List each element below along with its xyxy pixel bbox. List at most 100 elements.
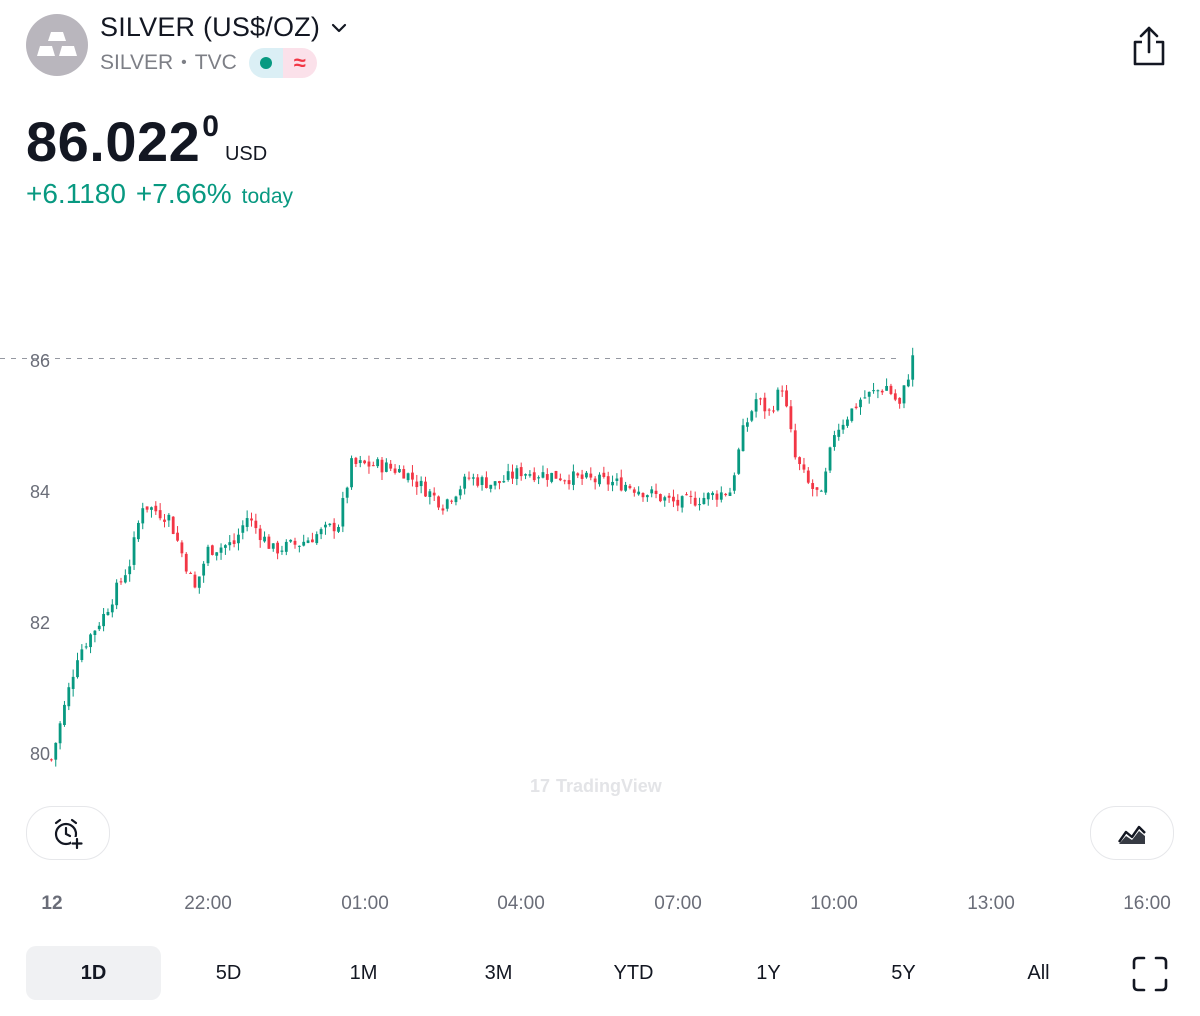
candle-body [197, 576, 201, 588]
candle-body [102, 613, 105, 627]
candle-body [467, 477, 471, 479]
candle-body [741, 425, 745, 452]
candle-body [763, 397, 767, 412]
candle-body [415, 481, 419, 488]
candle-body [158, 510, 162, 519]
candle-body [576, 473, 580, 476]
candle-body [341, 498, 345, 527]
candle-body [228, 542, 232, 546]
candle-body [680, 496, 684, 508]
symbol-selector[interactable]: SILVER (US$/OZ) [100, 12, 350, 43]
price-display: 86.022 0 USD [26, 108, 267, 176]
candle-body [167, 514, 171, 521]
range-tab-1y[interactable]: 1Y [756, 961, 781, 984]
candle-body [406, 473, 410, 481]
candle-body [854, 406, 858, 409]
time-axis-label: 22:00 [184, 893, 232, 914]
candle-body [776, 389, 780, 411]
candle-body [498, 481, 501, 484]
candle-body [863, 397, 867, 399]
candle-body [324, 524, 327, 528]
fullscreen-button[interactable] [1130, 954, 1170, 994]
candle-body [563, 480, 567, 482]
candle-body [371, 465, 375, 467]
candle-body [589, 473, 593, 478]
candle-body [106, 611, 110, 616]
candle-body [389, 463, 393, 469]
symbol-meta: SILVER • TVC ≈ [100, 48, 317, 78]
candle-body [150, 507, 153, 510]
candle-body [746, 422, 749, 427]
candle-body [367, 461, 371, 467]
candle-body [846, 419, 849, 426]
last-price: 86.022 [26, 110, 201, 173]
range-selector: 1D 5D 1M 3M YTD 1Y 5Y All [26, 946, 1106, 1000]
candle-body [602, 472, 606, 477]
price-chart[interactable]: 86 84 82 80 [0, 330, 1200, 800]
candle-body [376, 459, 380, 467]
candle-body [793, 430, 797, 458]
candle-body [719, 492, 723, 500]
candle-body [715, 493, 719, 500]
watermark-text: TradingView [556, 776, 662, 796]
candle-body [384, 462, 388, 472]
candle-body [754, 399, 758, 412]
candle-body [411, 472, 414, 480]
candle-body [123, 575, 127, 583]
candle-body [641, 492, 645, 498]
range-tab-5y[interactable]: 5Y [891, 961, 916, 984]
add-alert-button[interactable] [26, 806, 110, 860]
candle-body [850, 408, 854, 421]
candle-body [524, 474, 527, 476]
candle-body [663, 497, 667, 501]
candle-body [206, 546, 210, 564]
candle-body [676, 499, 680, 506]
candle-body [445, 499, 449, 509]
candle-body [519, 467, 523, 477]
y-axis-label: 86 [30, 351, 50, 371]
candle-body [263, 536, 266, 542]
time-axis-label: 07:00 [654, 893, 702, 914]
candle-body [432, 492, 436, 496]
range-tab-ytd[interactable]: YTD [613, 961, 654, 984]
candle-body [693, 497, 697, 506]
candle-body [902, 385, 906, 404]
candle-body [632, 489, 636, 493]
candle-body [63, 704, 66, 725]
candle-body [276, 542, 279, 554]
candle-body [615, 478, 619, 481]
candle-body [84, 646, 88, 648]
candle-body [493, 481, 497, 486]
candle-body [567, 480, 571, 485]
candle-body [297, 545, 301, 547]
candle-body [402, 469, 406, 479]
candle-body [471, 477, 475, 479]
range-tab-3m[interactable]: 3M [484, 961, 513, 984]
candle-body [706, 493, 710, 500]
candle-body [76, 660, 79, 678]
candle-body [476, 477, 480, 486]
share-button[interactable] [1128, 24, 1170, 68]
price-change: +6.1180 +7.66% today [26, 178, 293, 210]
time-axis-label: 12 [41, 893, 63, 914]
range-tab-all[interactable]: All [1027, 961, 1050, 984]
candle-body [293, 540, 297, 545]
candle-body [141, 508, 145, 524]
range-tab-1m[interactable]: 1M [349, 961, 378, 984]
candle-body [506, 471, 510, 480]
candle-body [611, 481, 614, 486]
candle-body [867, 391, 871, 397]
symbol-logo-icon [26, 14, 88, 76]
candle-body [171, 516, 175, 534]
candle-body [728, 492, 732, 496]
ticker-label: SILVER [100, 51, 174, 74]
candle-body [802, 464, 806, 470]
range-tab-1d[interactable]: 1D [26, 946, 161, 1000]
candle-body [258, 528, 262, 541]
market-status-badge[interactable]: ≈ [248, 48, 317, 78]
range-tab-5d[interactable]: 5D [215, 961, 242, 984]
candle-body [128, 566, 132, 575]
candle-body [267, 536, 271, 549]
chart-style-button[interactable] [1090, 806, 1174, 860]
candle-body [463, 476, 467, 489]
